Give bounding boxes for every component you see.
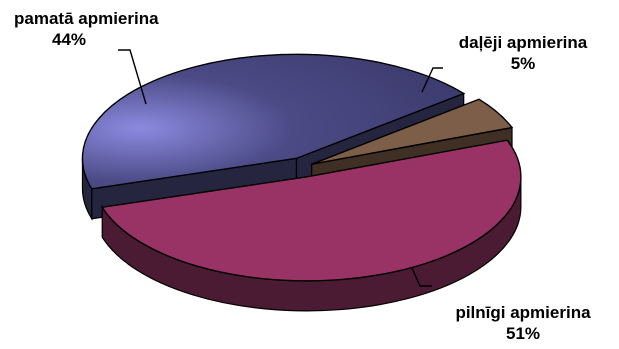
slice-percent: 51%	[505, 324, 541, 343]
slice-name: daļēji apmierina	[458, 33, 588, 52]
slice-label-pilnigi-apmierina: pilnīgi apmierina 51%	[428, 302, 618, 344]
slice-pamata-apmierina	[81, 53, 466, 190]
slice-percent: 44%	[51, 30, 87, 49]
leader-line-daleji-apmierina	[421, 67, 443, 93]
slice-name: pamatā apmierina	[14, 9, 159, 28]
slice-label-daleji-apmierina: daļēji apmierina 5%	[428, 32, 618, 74]
leader-line-pamata-apmierina	[118, 49, 147, 105]
slice-name: pilnīgi apmierina	[455, 303, 591, 322]
slice-label-pamata-apmierina: pamatā apmierina 44%	[14, 8, 159, 50]
slice-daleji-apmierina	[311, 98, 514, 165]
slice-percent: 5%	[510, 54, 536, 73]
slice-pilnigi-apmierina	[101, 139, 522, 282]
leader-line-pilnigi-apmierina	[411, 267, 432, 287]
